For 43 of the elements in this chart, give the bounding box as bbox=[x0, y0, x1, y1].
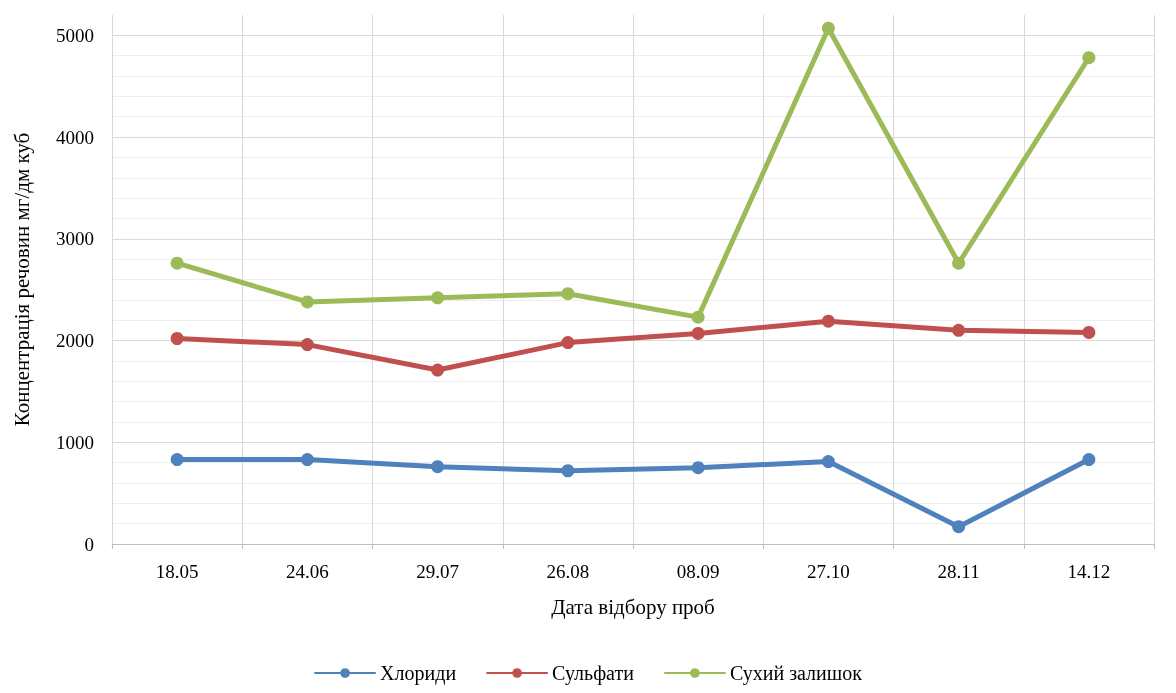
x-axis-title: Дата відбору проб bbox=[551, 594, 715, 619]
point bbox=[300, 295, 314, 309]
y-axis-title: Концентрація речовин мг/дм куб bbox=[9, 132, 34, 427]
point bbox=[1082, 51, 1096, 65]
x-tick-label: 18.05 bbox=[155, 561, 199, 582]
point bbox=[691, 310, 705, 324]
x-tick-label: 27.10 bbox=[807, 561, 850, 582]
point bbox=[691, 326, 705, 340]
x-tick-label: 28.11 bbox=[937, 561, 980, 582]
point bbox=[1082, 453, 1096, 467]
legend-label: Сульфати bbox=[552, 662, 635, 685]
point bbox=[561, 287, 575, 301]
x-tick-label: 24.06 bbox=[286, 561, 329, 582]
point bbox=[431, 291, 445, 305]
point bbox=[821, 314, 835, 328]
point bbox=[170, 256, 184, 270]
point bbox=[431, 460, 445, 474]
point bbox=[1082, 325, 1096, 339]
point bbox=[691, 461, 705, 475]
point bbox=[170, 453, 184, 467]
point bbox=[431, 363, 445, 377]
point bbox=[300, 338, 314, 352]
y-tick-label: 2000 bbox=[56, 330, 94, 352]
point bbox=[561, 336, 575, 350]
x-tick-label: 26.08 bbox=[546, 561, 590, 582]
y-tick-label: 3000 bbox=[56, 228, 94, 250]
legend-label: Хлориди bbox=[380, 662, 457, 685]
y-tick-label: 5000 bbox=[56, 24, 94, 46]
legend-label: Сухий залишок bbox=[729, 662, 863, 685]
point bbox=[952, 256, 966, 270]
point bbox=[561, 464, 575, 478]
x-tick-label: 29.07 bbox=[416, 561, 459, 582]
y-tick-label: 1000 bbox=[56, 431, 94, 453]
point bbox=[821, 455, 835, 469]
point bbox=[952, 520, 966, 534]
x-tick-label: 14.12 bbox=[1067, 561, 1111, 582]
x-tick-label: 08.09 bbox=[676, 561, 720, 582]
y-tick-label: 0 bbox=[84, 533, 94, 555]
y-tick-label: 4000 bbox=[56, 126, 94, 148]
point bbox=[170, 332, 184, 345]
point bbox=[821, 21, 835, 35]
point bbox=[952, 323, 966, 337]
point bbox=[300, 453, 314, 467]
